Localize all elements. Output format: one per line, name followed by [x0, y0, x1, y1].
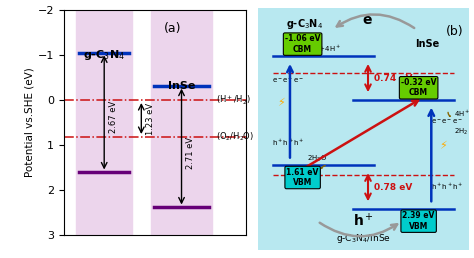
- Text: -1.06 eV
CBM: -1.06 eV CBM: [285, 34, 320, 54]
- Text: e$^-$: e$^-$: [362, 14, 383, 28]
- FancyArrowPatch shape: [319, 223, 397, 236]
- Text: g-C$_3$N$_4$: g-C$_3$N$_4$: [286, 17, 323, 31]
- Text: -0.32 eV
CBM: -0.32 eV CBM: [401, 78, 437, 98]
- Text: InSe: InSe: [415, 38, 439, 49]
- Text: 0.74 eV: 0.74 eV: [374, 74, 413, 83]
- Text: 2.39 eV
VBM: 2.39 eV VBM: [402, 212, 435, 231]
- Text: O$_2$+4H$^+$: O$_2$+4H$^+$: [310, 43, 341, 55]
- Text: (a): (a): [164, 22, 181, 35]
- Text: 1.23 eV: 1.23 eV: [146, 102, 155, 135]
- Text: 0.78 eV: 0.78 eV: [374, 183, 413, 192]
- Text: 2H$_2$: 2H$_2$: [455, 127, 469, 137]
- Text: ⚡: ⚡: [277, 98, 284, 108]
- Text: h$^+$h$^+$h$^+$: h$^+$h$^+$h$^+$: [272, 138, 304, 148]
- FancyArrowPatch shape: [448, 112, 450, 116]
- Text: 2H$_2$O: 2H$_2$O: [307, 154, 328, 164]
- Text: 2.71 eV: 2.71 eV: [186, 137, 195, 169]
- FancyArrowPatch shape: [337, 14, 414, 28]
- Text: g-C$_3$N$_4$/InSe: g-C$_3$N$_4$/InSe: [337, 232, 391, 245]
- Text: h$^+$h$^+$h$^+$: h$^+$h$^+$h$^+$: [431, 181, 464, 192]
- Bar: [151, 10, 212, 235]
- Text: ⚡: ⚡: [439, 142, 447, 152]
- Text: (H$^+$/H$_2$): (H$^+$/H$_2$): [216, 93, 250, 107]
- Text: 2.67 eV: 2.67 eV: [109, 101, 118, 133]
- FancyBboxPatch shape: [254, 3, 474, 255]
- Text: (O$_2$/H$_2$O): (O$_2$/H$_2$O): [216, 131, 254, 143]
- Y-axis label: Potential vs.SHE (eV): Potential vs.SHE (eV): [25, 68, 35, 178]
- Text: g-C$_3$N$_4$: g-C$_3$N$_4$: [83, 48, 125, 62]
- Text: e$^-$e$^-$e$^-$: e$^-$e$^-$e$^-$: [272, 76, 304, 85]
- Bar: [76, 10, 132, 235]
- FancyArrowPatch shape: [321, 166, 325, 168]
- Text: InSe: InSe: [168, 81, 195, 91]
- Text: h$^+$: h$^+$: [353, 212, 374, 229]
- Text: 1.61 eV
VBM: 1.61 eV VBM: [286, 168, 319, 187]
- Text: (b): (b): [446, 25, 463, 38]
- Text: 4H$^+$: 4H$^+$: [455, 109, 471, 119]
- Text: e$^-$e$^-$e$^-$: e$^-$e$^-$e$^-$: [431, 117, 464, 126]
